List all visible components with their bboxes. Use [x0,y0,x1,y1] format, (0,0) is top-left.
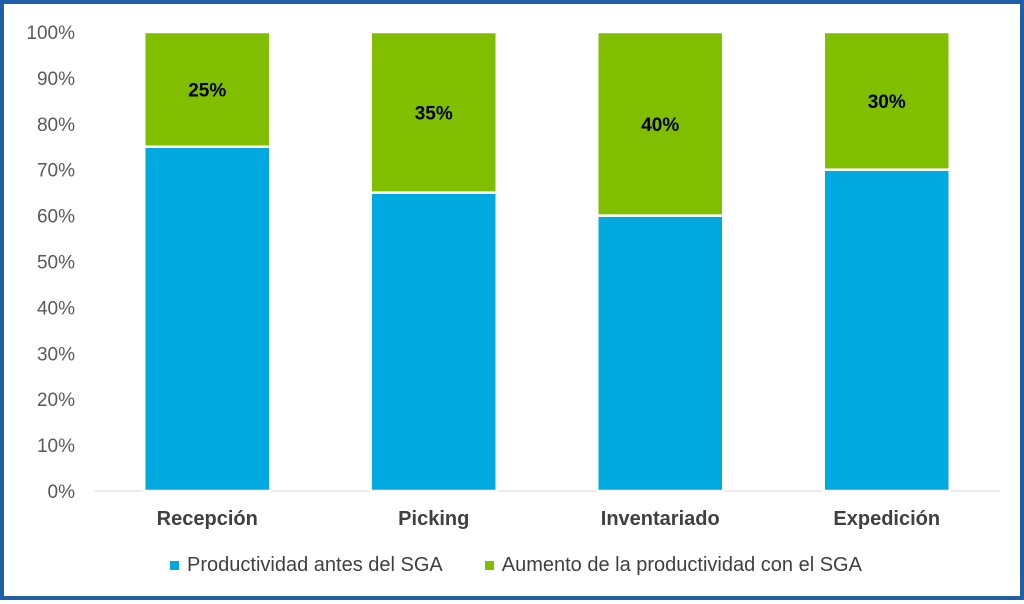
y-tick-label: 10% [37,436,75,457]
bar-increase-inventariado [596,30,725,217]
legend-item-before: Productividad antes del SGA [170,554,443,577]
y-tick-label: 100% [26,23,75,44]
stacked-bar-chart: 0% 10% 20% 30% 40% 50% 60% 70% 80% 90% 100% 25% Rece… [26,23,1000,530]
y-tick-label: 0% [48,482,76,503]
x-tick-label: Inventariado [601,508,720,530]
data-label-picking: 35% [415,103,453,124]
y-tick-label: 30% [37,344,75,365]
bar-before-recepción [143,145,272,493]
bar-before-inventariado [596,214,725,493]
legend-swatch-before [170,561,180,570]
y-tick-label: 20% [37,390,75,411]
y-tick-label: 90% [37,69,75,90]
y-tick-label: 50% [37,253,75,274]
x-tick-label: Recepción [157,508,258,530]
x-tick-label: Picking [398,508,469,530]
bar-before-picking [369,191,498,493]
y-tick-label: 80% [37,115,75,136]
bar-before-expedición [822,168,951,493]
data-label-expedición: 30% [868,92,906,113]
legend-label-before: Productividad antes del SGA [187,554,443,576]
data-label-recepción: 25% [188,80,226,101]
y-tick-label: 40% [37,298,75,319]
legend-swatch-increase [484,561,494,570]
legend-label-increase: Aumento de la productividad con el SGA [501,554,862,576]
bar-increase-picking [369,30,498,194]
legend-item-increase: Aumento de la productividad con el SGA [484,554,862,577]
y-tick-label: 70% [37,161,75,182]
bar-increase-recepción [143,30,272,148]
y-tick-label: 60% [37,207,75,228]
data-label-inventariado: 40% [641,115,679,136]
legend: Productividad antes del SGA Aumento de l… [4,554,1024,577]
bar-increase-expedición [822,30,951,171]
x-tick-label: Expedición [833,508,940,530]
